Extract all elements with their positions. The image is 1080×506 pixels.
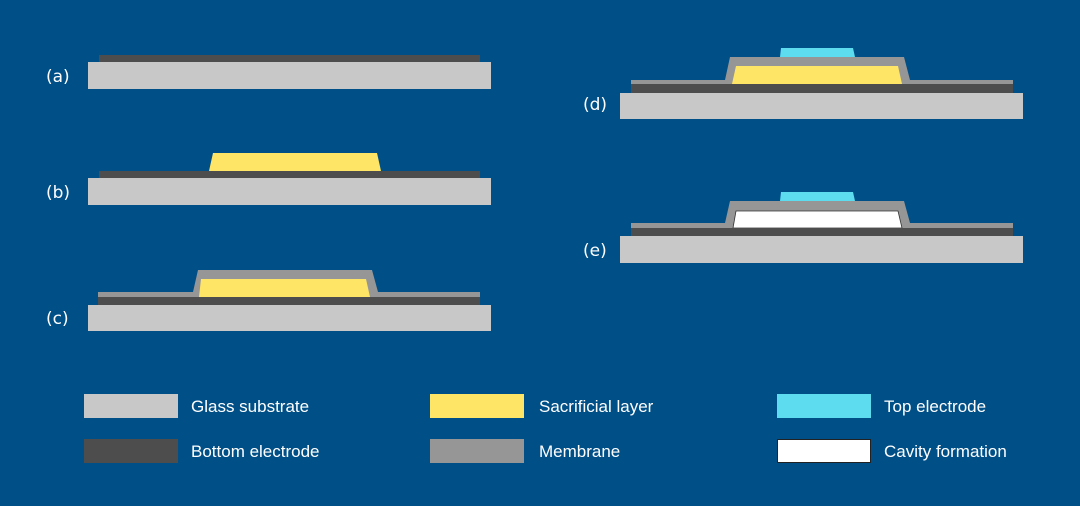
legend-swatch-top-electrode	[777, 394, 871, 418]
step-e: (e)	[583, 192, 1023, 263]
sacrificial-layer	[209, 153, 381, 171]
step-label-d: (d)	[583, 95, 607, 115]
step-label-c: (c)	[46, 309, 69, 329]
bottom-electrode	[631, 84, 1013, 93]
cavity	[732, 210, 903, 229]
bottom-electrode	[631, 228, 1013, 236]
legend: Glass substrate Sacrificial layer Top el…	[84, 394, 1007, 463]
bottom-electrode	[99, 171, 480, 178]
step-c: (c)	[46, 270, 491, 331]
bottom-electrode	[98, 297, 480, 305]
legend-label-cavity-formation: Cavity formation	[884, 442, 1007, 461]
bottom-electrode	[99, 55, 480, 62]
legend-label-glass-substrate: Glass substrate	[191, 397, 309, 416]
step-b: (b)	[46, 153, 491, 205]
legend-swatch-sacrificial-layer	[430, 394, 524, 418]
glass-substrate	[620, 93, 1023, 119]
top-electrode	[780, 192, 855, 201]
glass-substrate	[88, 178, 491, 205]
step-a: (a)	[46, 55, 491, 89]
legend-label-membrane: Membrane	[539, 442, 620, 461]
top-electrode	[780, 48, 855, 57]
step-d: (d)	[583, 48, 1023, 119]
step-label-b: (b)	[46, 183, 70, 203]
sacrificial-layer	[732, 66, 902, 84]
legend-label-bottom-electrode: Bottom electrode	[191, 442, 320, 461]
legend-swatch-cavity-formation	[777, 439, 871, 463]
sacrificial-layer	[199, 279, 370, 297]
glass-substrate	[88, 305, 491, 331]
step-label-a: (a)	[46, 67, 70, 87]
legend-swatch-membrane	[430, 439, 524, 463]
legend-label-sacrificial-layer: Sacrificial layer	[539, 397, 654, 416]
glass-substrate	[88, 62, 491, 89]
glass-substrate	[620, 236, 1023, 263]
legend-swatch-glass-substrate	[84, 394, 178, 418]
legend-label-top-electrode: Top electrode	[884, 397, 986, 416]
step-label-e: (e)	[583, 241, 607, 261]
legend-swatch-bottom-electrode	[84, 439, 178, 463]
